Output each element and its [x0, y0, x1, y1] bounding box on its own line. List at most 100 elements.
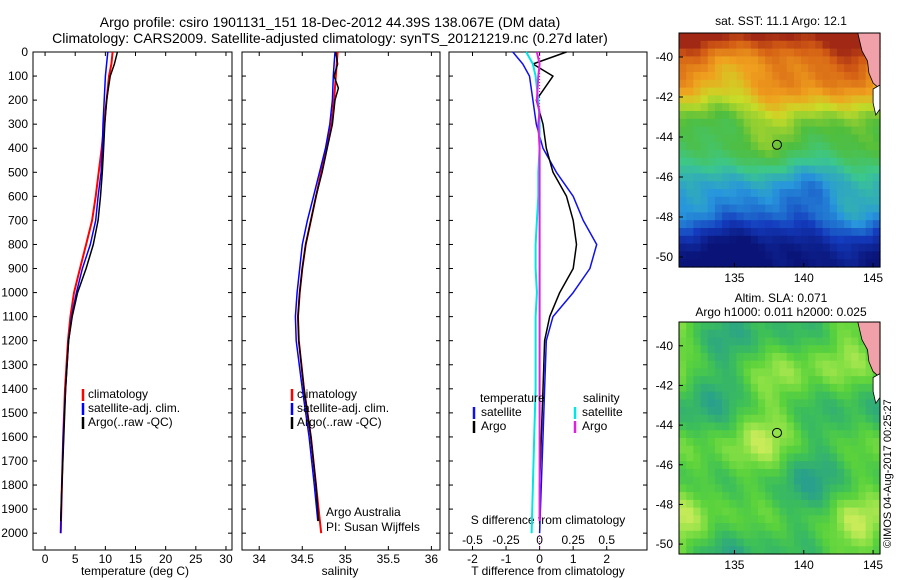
sst-map-cell	[757, 118, 766, 128]
sst-map-cell	[714, 95, 723, 104]
sst-map-cell	[743, 196, 752, 206]
sla-map-cell	[757, 376, 766, 385]
sst-map-cell	[700, 228, 709, 237]
depth-tick-label: 1800	[1, 478, 28, 492]
sst-map-cell	[779, 79, 788, 89]
sla-map-cell	[757, 468, 766, 478]
sla-map-cell	[815, 407, 824, 416]
sla-map-cell	[851, 391, 860, 400]
sst-map-cell	[851, 87, 860, 96]
sla-map-cell	[743, 468, 752, 478]
sla-map-cell	[736, 492, 745, 501]
sla-map-cell	[786, 530, 795, 540]
sla-map-cell	[765, 438, 773, 447]
sla-map-cell	[851, 438, 860, 447]
sst-map-cell	[865, 189, 874, 198]
sst-map-cell	[815, 111, 824, 120]
sst-map-cell	[808, 251, 816, 260]
sla-map-cell	[679, 530, 687, 540]
sla-map-cell	[836, 484, 845, 493]
sla-map-cell	[793, 530, 802, 540]
sst-map-cell	[729, 72, 738, 81]
difference-xtick-label: 1	[570, 552, 577, 566]
sla-map-cell	[736, 368, 745, 377]
sla-map-cell	[808, 507, 816, 516]
sst-map-cell	[693, 228, 702, 237]
sst-map-cell	[729, 259, 738, 268]
sla-map-cell	[786, 322, 795, 331]
sst-map-cell	[822, 95, 831, 104]
sst-map-cell	[815, 243, 824, 252]
sst-map-ytick-label: -42	[656, 90, 674, 104]
temperature-xtick-label: 5	[72, 552, 79, 566]
sst-map-cell	[757, 95, 766, 104]
sst-map-cell	[700, 118, 709, 128]
sst-map-cell	[851, 64, 860, 73]
sst-map-cell	[700, 56, 709, 65]
sst-map-cell	[872, 111, 881, 120]
sst-map-cell	[808, 196, 816, 206]
sla-map-cell	[686, 438, 694, 447]
sla-map-cell	[679, 407, 687, 416]
sla-map-cell	[736, 360, 745, 369]
sla-map-cell	[765, 368, 773, 377]
sla-map-cell	[700, 484, 709, 493]
sla-map-cell	[779, 438, 788, 447]
sst-map-cell	[801, 95, 809, 104]
sst-map-cell	[772, 95, 781, 104]
sst-map-cell	[700, 157, 709, 167]
sst-map-cell	[836, 103, 845, 112]
sst-map-cell	[793, 64, 802, 73]
sst-map-cell	[865, 157, 874, 167]
sst-map-cell	[865, 103, 874, 112]
sla-map-cell	[679, 322, 687, 331]
sla-map-cell	[858, 468, 867, 478]
sst-map-cell	[865, 204, 874, 213]
sla-map-cell	[736, 322, 745, 331]
sst-map-cell	[743, 181, 752, 190]
sla-map-cell	[772, 523, 781, 532]
sst-map-cell	[808, 64, 816, 73]
sst-map-cell	[865, 243, 874, 252]
sla-map-cell	[750, 538, 759, 547]
sst-map-cell	[829, 243, 838, 252]
sla-map-cell	[858, 515, 867, 524]
sst-map-cell	[844, 79, 852, 89]
sla-map-cell	[858, 352, 867, 362]
sst-map-cell	[679, 157, 687, 167]
sst-map-cell	[858, 173, 867, 182]
sla-map-cell	[772, 383, 781, 393]
sla-map-cell	[772, 322, 781, 331]
sst-map-cell	[844, 235, 852, 245]
sst-map-cell	[829, 72, 838, 81]
sla-map-cell	[815, 546, 824, 555]
sla-map-cell	[707, 422, 716, 431]
sst-map-cell	[836, 111, 845, 120]
sst-map-cell	[707, 118, 716, 128]
sla-map-cell	[736, 352, 745, 362]
sst-map-cell	[829, 181, 838, 190]
sst-map-cell	[722, 111, 730, 120]
sst-map-cell	[844, 204, 852, 213]
sst-map-cell	[765, 212, 773, 221]
sst-map-cell	[822, 259, 831, 268]
depth-tick-label: 800	[8, 237, 28, 251]
sst-map-cell	[729, 243, 738, 252]
sst-map-cell	[793, 33, 802, 42]
sst-map-cell	[822, 228, 831, 237]
sla-map-cell	[779, 484, 788, 493]
sst-map-cell	[801, 40, 809, 50]
sst-map-cell	[693, 259, 702, 268]
sla-map-cell	[836, 345, 845, 354]
sla-map-cell	[743, 453, 752, 462]
sst-map-cell	[736, 33, 745, 42]
sla-map-cell	[793, 329, 802, 339]
sst-map-cell	[693, 40, 702, 50]
sst-map-cell	[808, 134, 816, 143]
sst-map-cell	[844, 111, 852, 120]
sst-map-cell	[743, 204, 752, 213]
sst-map-cell	[844, 165, 852, 174]
sla-map-cell	[829, 515, 838, 524]
sla-map-cell	[772, 507, 781, 516]
sla-map-cell	[736, 391, 745, 400]
